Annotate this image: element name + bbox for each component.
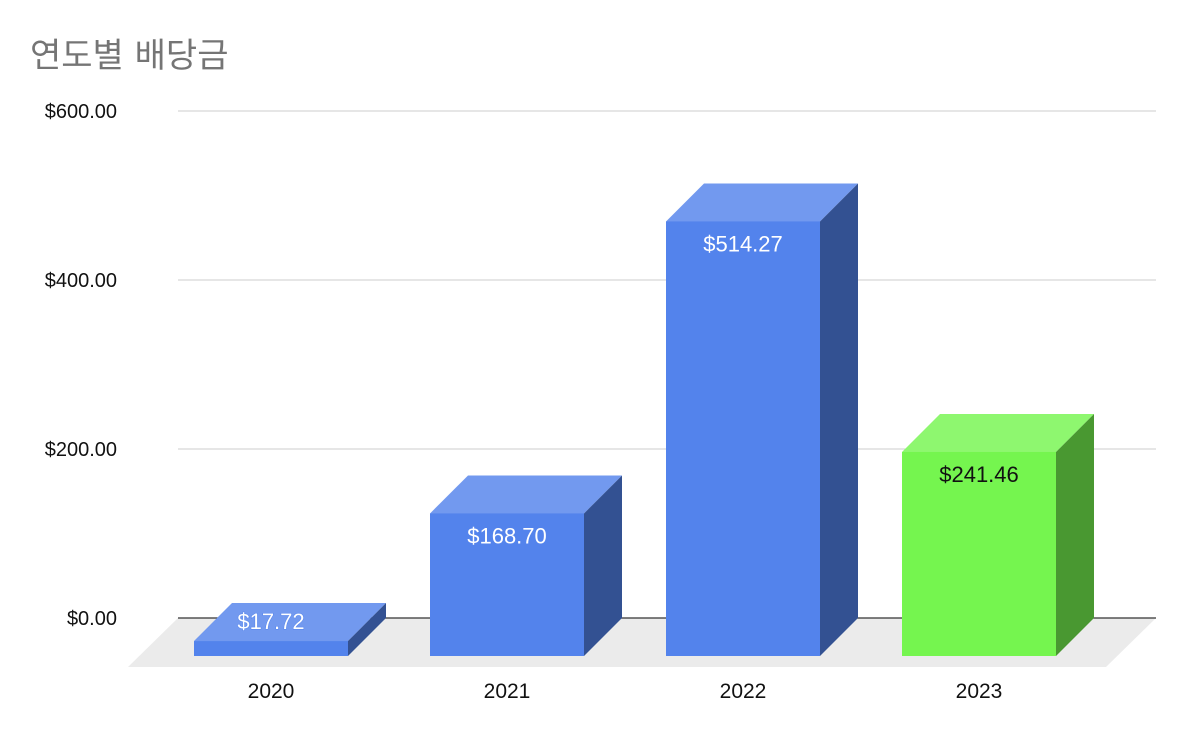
x-tick-label: 2023: [956, 680, 1003, 703]
y-tick-label: $0.00: [67, 608, 117, 630]
bar-2020: $17.72: [194, 603, 386, 656]
y-tick-label: $400.00: [45, 270, 117, 292]
bar-side-face: [820, 183, 858, 657]
bar-2023: $241.46: [902, 413, 1094, 656]
bar-front-face: [666, 221, 820, 657]
chart-title: 연도별 배당금: [30, 36, 229, 76]
bar-front-face: [430, 513, 584, 656]
bar-front-face: [194, 641, 348, 656]
y-tick-label: $200.00: [45, 439, 117, 461]
bar-side-face: [348, 603, 386, 656]
data-label: $241.46: [939, 462, 1019, 487]
x-tick-label: 2022: [720, 680, 767, 703]
bars: $17.72 $168.70 $514.27 $241.46: [194, 183, 1094, 657]
bar-top-face: [666, 183, 858, 222]
x-tick-label: 2021: [484, 680, 531, 703]
bar-2021: $168.70: [430, 475, 622, 656]
data-label: $514.27: [703, 231, 783, 256]
data-label: $168.70: [467, 523, 547, 548]
bar-2022: $514.27: [666, 183, 858, 657]
y-tick-label: $600.00: [45, 101, 117, 123]
bar-front-face: [902, 451, 1056, 656]
bar-side-face: [584, 475, 622, 656]
bar-top-face: [194, 603, 386, 642]
data-label: $17.72: [237, 609, 304, 634]
y-axis-ticks: $0.00 $200.00 $400.00 $600.00: [45, 101, 117, 630]
bar-side-face: [1056, 413, 1094, 656]
bar-top-face: [902, 413, 1094, 452]
bar-top-face: [430, 475, 622, 514]
x-axis-ticks: 2020 2021 2022 2023: [248, 680, 1003, 703]
chart-floor: [128, 618, 1156, 667]
x-tick-label: 2020: [248, 680, 295, 703]
